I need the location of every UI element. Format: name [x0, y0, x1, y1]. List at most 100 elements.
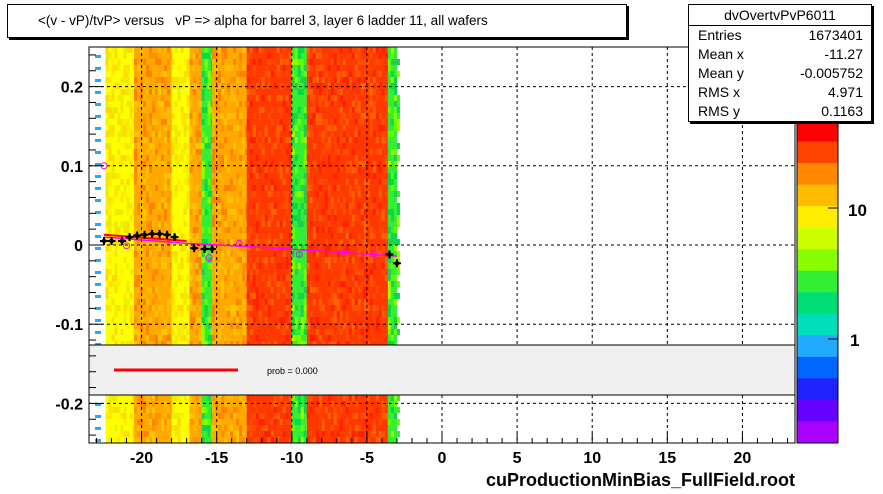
heat-cell — [258, 47, 262, 53]
heat-cell — [363, 215, 367, 221]
heat-cell — [348, 47, 352, 53]
heat-cell — [177, 269, 181, 275]
heat-cell — [177, 143, 181, 149]
heat-cell — [327, 329, 331, 335]
heat-cell — [152, 53, 156, 59]
heat-cell — [279, 149, 283, 155]
heat-cell — [363, 329, 367, 335]
heat-cell — [348, 431, 352, 437]
heat-cell — [192, 425, 196, 431]
heat-cell — [242, 263, 246, 269]
heat-cell — [108, 77, 112, 83]
heat-cell — [126, 431, 130, 437]
heat-cell — [236, 197, 240, 203]
heat-cell — [105, 203, 109, 209]
heat-cell — [393, 227, 397, 233]
heat-cell — [291, 77, 295, 83]
heat-cell — [149, 167, 153, 173]
heat-cell — [279, 161, 283, 167]
heat-cell — [312, 329, 316, 335]
heat-cell — [155, 287, 159, 293]
heat-cell — [291, 401, 295, 407]
heat-cell — [171, 113, 175, 119]
heat-cell — [306, 185, 310, 191]
x-axis: -20 -15 -10 -5 0 5 10 15 20 — [96, 433, 788, 467]
heat-cell — [207, 71, 211, 77]
heat-cell — [201, 143, 205, 149]
heat-cell — [120, 161, 124, 167]
heat-cell — [360, 95, 364, 101]
heat-cell — [126, 341, 130, 347]
heat-cell — [387, 311, 391, 317]
heat-cell — [134, 53, 138, 59]
heat-cell — [342, 101, 346, 107]
heat-cell — [336, 155, 340, 161]
heat-cell — [267, 311, 271, 317]
heat-cell — [339, 185, 343, 191]
y-axis: -0.2-0.100.10.2 — [55, 54, 103, 436]
heat-cell — [390, 275, 394, 281]
heat-cell — [282, 275, 286, 281]
heat-cell — [330, 203, 334, 209]
heat-cell — [146, 107, 150, 113]
heat-cell — [261, 293, 265, 299]
heat-cell — [267, 299, 271, 305]
heat-cell — [273, 323, 277, 329]
heat-cell — [360, 173, 364, 179]
heat-cell — [360, 89, 364, 95]
heat-cell — [233, 281, 237, 287]
heat-cell — [288, 263, 292, 269]
heat-cell — [204, 281, 208, 287]
heat-cell — [300, 47, 304, 53]
heat-cell — [123, 47, 127, 53]
heat-cell — [318, 305, 322, 311]
edge-cell — [95, 187, 101, 190]
heat-cell — [318, 173, 322, 179]
heat-cell — [267, 95, 271, 101]
heat-cell — [149, 71, 153, 77]
heat-cell — [198, 401, 202, 407]
heat-cell — [366, 407, 370, 413]
heat-cell — [384, 65, 388, 71]
heat-cell — [387, 173, 391, 179]
heat-cell — [288, 275, 292, 281]
heat-cell — [207, 95, 211, 101]
heat-cell — [360, 215, 364, 221]
heat-cell — [255, 47, 259, 53]
heat-cell — [227, 65, 231, 71]
heat-cell — [351, 239, 355, 245]
heat-cell — [171, 227, 175, 233]
heat-cell — [137, 167, 141, 173]
heat-cell — [132, 329, 136, 335]
heat-cell — [195, 293, 199, 299]
heat-cell — [252, 275, 256, 281]
heat-cell — [396, 431, 400, 437]
heat-cell — [390, 209, 394, 215]
heat-cell — [258, 77, 262, 83]
heat-cell — [330, 83, 334, 89]
heat-cell — [303, 149, 307, 155]
heat-cell — [134, 95, 138, 101]
heat-cell — [300, 233, 304, 239]
heat-cell — [336, 287, 340, 293]
heat-cell — [198, 149, 202, 155]
heat-cell — [245, 425, 249, 431]
heat-cell — [224, 215, 228, 221]
heat-cell — [171, 197, 175, 203]
heat-cell — [218, 413, 222, 419]
heat-cell — [297, 341, 301, 347]
heat-cell — [198, 53, 202, 59]
heat-cell — [207, 119, 211, 125]
heat-cell — [342, 59, 346, 65]
heat-cell — [117, 83, 121, 89]
heat-cell — [255, 215, 259, 221]
heat-cell — [348, 113, 352, 119]
heat-cell — [273, 131, 277, 137]
heat-cell — [105, 161, 109, 167]
heat-cell — [321, 119, 325, 125]
heat-cell — [393, 155, 397, 161]
heat-cell — [186, 191, 190, 197]
heat-cell — [369, 185, 373, 191]
heat-cell — [242, 431, 246, 437]
heat-cell — [351, 131, 355, 137]
